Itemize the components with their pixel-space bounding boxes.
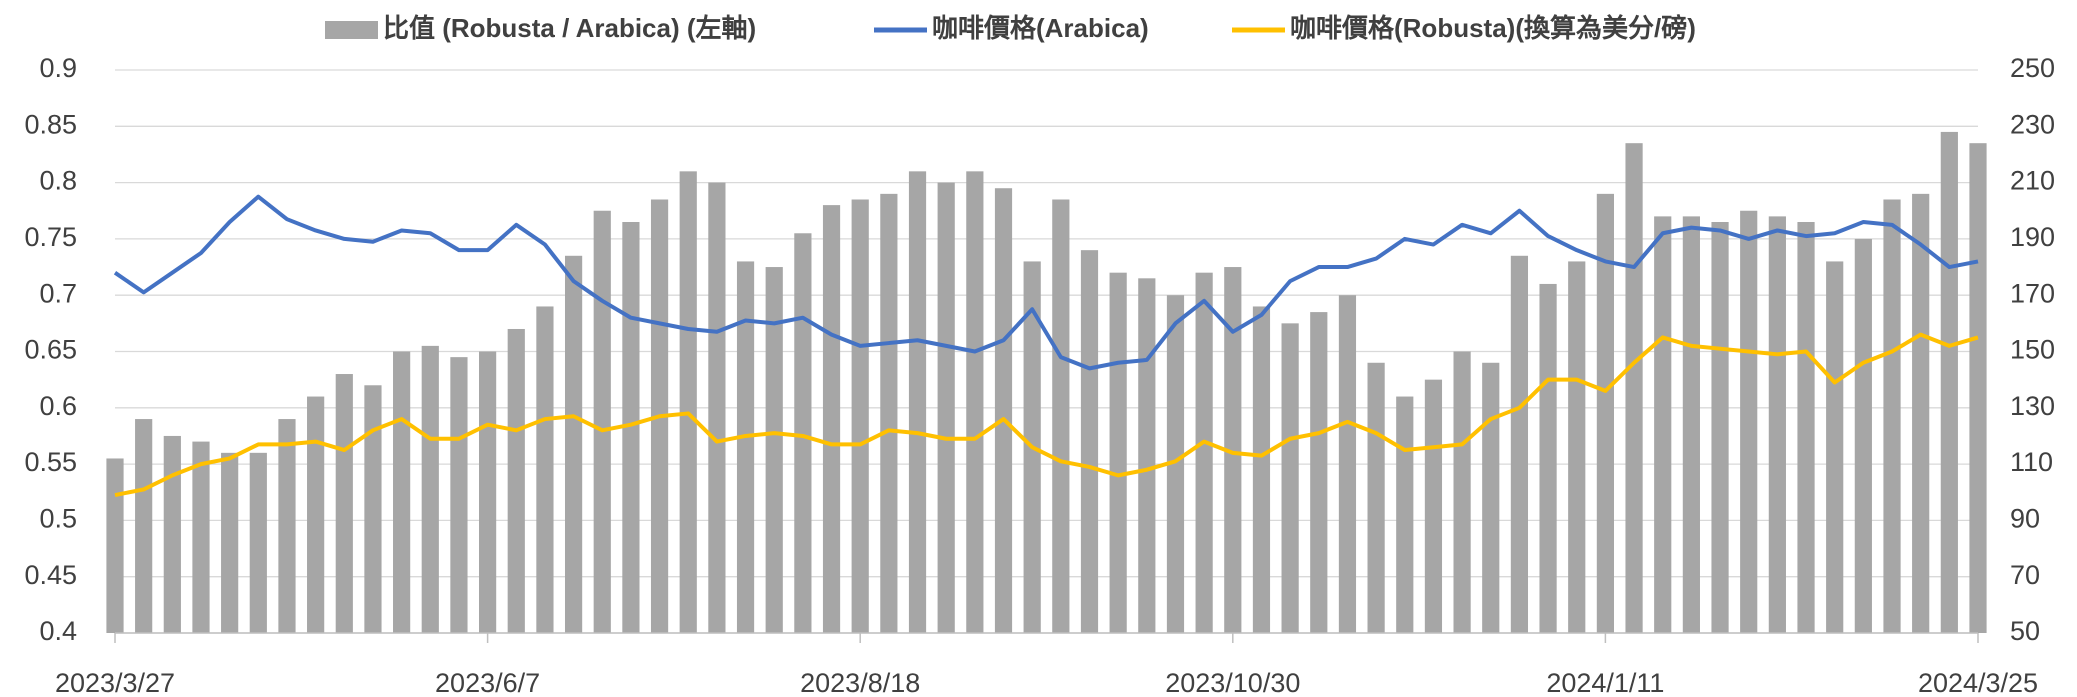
- bar: [1826, 261, 1844, 633]
- line: [113, 194, 1979, 371]
- bar: [450, 357, 468, 633]
- y-tick-label: 0.55: [24, 447, 77, 477]
- bar: [994, 188, 1013, 634]
- bar: [1883, 199, 1901, 634]
- bar: [1940, 131, 1958, 633]
- x-tick-label: 2023/3/27: [55, 668, 175, 697]
- bar: [736, 261, 755, 633]
- bar: [1711, 222, 1729, 633]
- bar: [1854, 238, 1872, 633]
- bar: [421, 345, 439, 633]
- bar: [1109, 272, 1127, 633]
- bar: [163, 435, 181, 633]
- bar: [135, 419, 153, 633]
- bar: [307, 396, 325, 633]
- y2-tick-label: 210: [2010, 166, 2055, 196]
- bar: [1052, 199, 1070, 634]
- x-tick-label: 2023/8/18: [800, 668, 920, 697]
- bar: [1654, 216, 1672, 633]
- bar: [536, 306, 554, 633]
- bar: [364, 385, 382, 633]
- bar: [1740, 210, 1758, 633]
- bar: [1969, 143, 1987, 633]
- y-tick-label: 0.8: [39, 166, 77, 196]
- bar: [622, 222, 640, 633]
- y2-tick-label: 230: [2010, 109, 2055, 139]
- y2-tick-label: 250: [2010, 53, 2055, 83]
- bar: [1596, 193, 1614, 634]
- bar: [593, 210, 611, 633]
- bar: [1625, 143, 1643, 633]
- bar: [1797, 222, 1815, 633]
- bar: [393, 351, 411, 633]
- bar: [708, 182, 726, 633]
- bar: [1768, 216, 1786, 633]
- bar: [192, 441, 210, 633]
- bar: [335, 374, 353, 633]
- y-tick-label: 0.45: [24, 560, 77, 590]
- bar: [1568, 261, 1586, 633]
- bar: [1195, 272, 1213, 633]
- bar: [937, 182, 955, 633]
- bar: [1310, 312, 1328, 633]
- bar: [278, 419, 296, 633]
- bar: [1281, 323, 1299, 633]
- bar: [1453, 351, 1471, 633]
- bar: [479, 351, 497, 633]
- y-tick-label: 0.65: [24, 335, 77, 365]
- bar: [1482, 362, 1500, 633]
- bar: [908, 171, 927, 633]
- bar: [765, 267, 783, 633]
- y-tick-label: 0.7: [39, 278, 77, 308]
- bar: [1224, 267, 1242, 633]
- bar: [1367, 362, 1385, 633]
- bar: [851, 199, 869, 634]
- bar: [880, 193, 898, 634]
- bar: [1912, 193, 1930, 634]
- bar: [106, 458, 124, 633]
- bar: [564, 255, 583, 634]
- y-tick-label: 0.85: [24, 109, 77, 139]
- y2-tick-label: 130: [2010, 391, 2055, 421]
- bar: [221, 452, 239, 633]
- bar: [1338, 295, 1357, 633]
- y-tick-label: 0.75: [24, 222, 77, 252]
- bar: [1682, 216, 1700, 633]
- y2-tick-label: 70: [2010, 560, 2040, 590]
- x-tick-label: 2024/3/25: [1918, 668, 2038, 697]
- y-tick-label: 0.6: [39, 391, 77, 421]
- legend-label: 咖啡價格(Robusta)(換算為美分/磅): [1290, 13, 1696, 43]
- bar: [1396, 396, 1414, 633]
- bar: [1080, 250, 1099, 633]
- y2-tick-label: 150: [2010, 335, 2055, 365]
- legend-swatch: [325, 21, 378, 39]
- bar: [794, 233, 812, 633]
- y2-tick-label: 190: [2010, 222, 2055, 252]
- legend-label: 比值 (Robusta / Arabica) (左軸): [383, 13, 756, 43]
- y2-tick-label: 170: [2010, 278, 2055, 308]
- bar: [1539, 283, 1557, 633]
- bar: [1424, 379, 1443, 633]
- y2-tick-label: 110: [2010, 447, 2053, 477]
- bar: [1138, 278, 1156, 633]
- bar: [966, 171, 984, 633]
- bar: [1166, 295, 1185, 633]
- x-tick-label: 2023/6/7: [435, 668, 540, 697]
- legend-label: 咖啡價格(Arabica): [932, 13, 1149, 43]
- y-tick-label: 0.9: [39, 53, 77, 83]
- bar: [679, 171, 697, 633]
- y-tick-label: 0.4: [39, 616, 77, 646]
- bar: [507, 328, 525, 633]
- bar: [1252, 306, 1271, 633]
- bar: [822, 205, 841, 633]
- y2-tick-label: 90: [2010, 504, 2040, 534]
- bar: [249, 452, 267, 633]
- line: [114, 332, 1979, 498]
- y2-tick-label: 50: [2010, 616, 2040, 646]
- bar: [1510, 255, 1529, 634]
- x-tick-label: 2023/10/30: [1165, 668, 1300, 697]
- y-tick-label: 0.5: [39, 504, 77, 534]
- x-tick-label: 2024/1/11: [1546, 668, 1664, 697]
